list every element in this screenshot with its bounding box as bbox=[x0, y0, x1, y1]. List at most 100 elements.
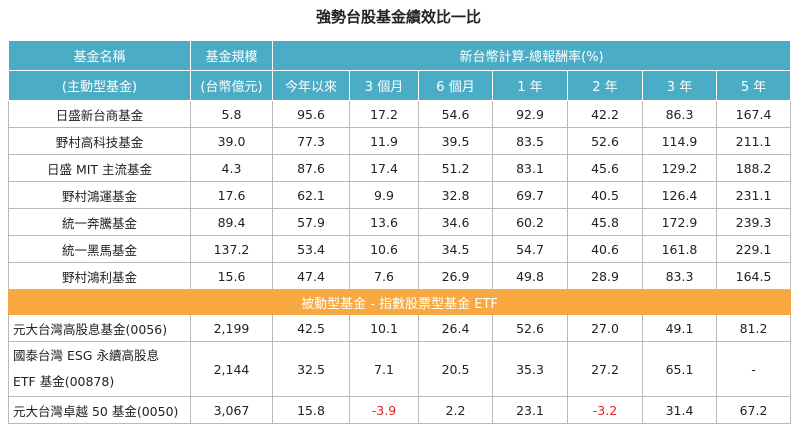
header-cell: 新台幣計算-總報酬率(%) bbox=[271, 40, 792, 71]
value-cell: 26.9 bbox=[418, 262, 493, 290]
value-cell: 95.6 bbox=[272, 100, 350, 128]
value-cell: 28.9 bbox=[567, 262, 643, 290]
value-cell: 54.6 bbox=[418, 100, 493, 128]
value-cell: 45.8 bbox=[567, 208, 643, 236]
value-cell: 35.3 bbox=[492, 341, 568, 397]
value-cell: 17.2 bbox=[349, 100, 419, 128]
fund-name: 國泰台灣 ESG 永續高股息 ETF 基金(00878) bbox=[8, 341, 191, 397]
value-cell: 15.8 bbox=[272, 396, 350, 424]
value-cell: 34.5 bbox=[418, 235, 493, 263]
header-cell: (主動型基金) bbox=[8, 70, 191, 101]
header-cell: 今年以來 bbox=[272, 70, 350, 101]
value-cell: 126.4 bbox=[642, 181, 717, 209]
page-title: 強勢台股基金績效比一比 bbox=[315, 8, 481, 26]
value-cell: 57.9 bbox=[272, 208, 350, 236]
value-cell: 114.9 bbox=[642, 127, 717, 155]
fund-name: 統一奔騰基金 bbox=[8, 208, 191, 236]
value-cell: 11.9 bbox=[349, 127, 419, 155]
value-cell: 239.3 bbox=[715, 208, 792, 236]
fund-name-line: 統一奔騰基金 bbox=[61, 215, 137, 231]
value-cell: 20.5 bbox=[418, 341, 493, 397]
fund-name: 統一黑馬基金 bbox=[8, 235, 191, 263]
value-cell: 45.6 bbox=[567, 154, 643, 182]
fund-row: 國泰台灣 ESG 永續高股息 ETF 基金(00878) 2,144 32.5 7.1 2… bbox=[8, 341, 792, 397]
fund-name: 日盛新台商基金 bbox=[8, 100, 191, 128]
fund-name: 野村高科技基金 bbox=[8, 127, 191, 155]
value-cell: 9.9 bbox=[349, 181, 419, 209]
header-cell: (台幣億元) bbox=[190, 70, 273, 101]
value-cell: 69.7 bbox=[492, 181, 568, 209]
value-cell: 81.2 bbox=[715, 314, 792, 342]
value-cell: 161.8 bbox=[642, 235, 717, 263]
section-row: 被動型基金 - 指數股票型基金 ETF bbox=[7, 289, 792, 315]
value-cell: 5.8 bbox=[190, 100, 273, 128]
value-cell: 229.1 bbox=[715, 235, 792, 263]
value-cell: 65.1 bbox=[642, 341, 717, 397]
value-cell: 31.4 bbox=[642, 396, 717, 424]
value-cell: 27.0 bbox=[567, 314, 643, 342]
value-cell: 54.7 bbox=[492, 235, 568, 263]
header-cell: 6 個月 bbox=[418, 70, 493, 101]
value-cell: 26.4 bbox=[418, 314, 493, 342]
fund-name-line: 日盛新台商基金 bbox=[55, 107, 144, 123]
value-cell: 3,067 bbox=[190, 396, 273, 424]
value-cell: 23.1 bbox=[492, 396, 568, 424]
value-cell: 7.1 bbox=[349, 341, 419, 397]
fund-row: 日盛新台商基金 5.8 95.6 17.2 54.6 92.9 42.2 86.3 167.4 bbox=[8, 100, 792, 128]
value-cell: 40.5 bbox=[567, 181, 643, 209]
value-cell: 42.5 bbox=[272, 314, 350, 342]
fund-row: 野村鴻利基金 15.6 47.4 7.6 26.9 49.8 28.9 83.3 164.5 bbox=[8, 262, 792, 290]
fund-name-line: 國泰台灣 ESG 永續高股息 bbox=[13, 348, 159, 363]
value-cell: - bbox=[715, 341, 792, 397]
value-cell: 15.6 bbox=[190, 262, 273, 290]
value-cell: 164.5 bbox=[715, 262, 792, 290]
fund-name-line: 統一黑馬基金 bbox=[61, 242, 137, 258]
fund-row: 統一奔騰基金 89.4 57.9 13.6 34.6 60.2 45.8 172.9 239.3 bbox=[8, 208, 792, 236]
value-cell: 2.2 bbox=[418, 396, 493, 424]
fund-name: 元大台灣卓越 50 基金(0050) bbox=[8, 396, 191, 424]
value-cell: 17.4 bbox=[349, 154, 419, 182]
value-cell: 17.6 bbox=[190, 181, 273, 209]
value-cell: 47.4 bbox=[272, 262, 350, 290]
value-cell: 172.9 bbox=[642, 208, 717, 236]
fund-table: 基金名稱 基金規模 新台幣計算-總報酬率(%) (主動型基金) (台幣億元) 今年以來 3 … bbox=[7, 40, 792, 424]
value-cell: 52.6 bbox=[492, 314, 568, 342]
value-cell: 211.1 bbox=[715, 127, 792, 155]
value-cell: -3.9 bbox=[349, 396, 419, 424]
value-cell: 89.4 bbox=[190, 208, 273, 236]
value-cell: 83.5 bbox=[492, 127, 568, 155]
value-cell: 67.2 bbox=[715, 396, 792, 424]
value-cell: 92.9 bbox=[492, 100, 568, 128]
header-cell: 1 年 bbox=[492, 70, 568, 101]
fund-row: 元大台灣卓越 50 基金(0050) 3,067 15.8 -3.9 2.2 23.1 -3… bbox=[8, 396, 792, 424]
value-cell: 87.6 bbox=[272, 154, 350, 182]
fund-name: 日盛 MIT 主流基金 bbox=[8, 154, 191, 182]
value-cell: 10.6 bbox=[349, 235, 419, 263]
value-cell: 129.2 bbox=[642, 154, 717, 182]
value-cell: 10.1 bbox=[349, 314, 419, 342]
value-cell: 86.3 bbox=[642, 100, 717, 128]
value-cell: 7.6 bbox=[349, 262, 419, 290]
fund-name-line: 日盛 MIT 主流基金 bbox=[46, 161, 153, 177]
fund-row: 元大台灣高股息基金(0056) 2,199 42.5 10.1 26.4 52.6 27.0… bbox=[8, 314, 792, 342]
fund-name-line: 元大台灣高股息基金(0056) bbox=[13, 321, 168, 337]
value-cell: 4.3 bbox=[190, 154, 273, 182]
value-cell: 137.2 bbox=[190, 235, 273, 263]
value-cell: 39.5 bbox=[418, 127, 493, 155]
fund-row: 野村高科技基金 39.0 77.3 11.9 39.5 83.5 52.6 114.9 211.… bbox=[8, 127, 792, 155]
value-cell: 83.1 bbox=[492, 154, 568, 182]
value-cell: 2,199 bbox=[190, 314, 273, 342]
header-cell: 3 個月 bbox=[349, 70, 419, 101]
value-cell: 77.3 bbox=[272, 127, 350, 155]
value-cell: 13.6 bbox=[349, 208, 419, 236]
fund-name-line: 野村鴻利基金 bbox=[61, 269, 137, 285]
value-cell: 60.2 bbox=[492, 208, 568, 236]
fund-name: 元大台灣高股息基金(0056) bbox=[8, 314, 191, 342]
value-cell: -3.2 bbox=[567, 396, 643, 424]
value-cell: 39.0 bbox=[190, 127, 273, 155]
value-cell: 231.1 bbox=[715, 181, 792, 209]
header-cell: 5 年 bbox=[715, 70, 792, 101]
value-cell: 62.1 bbox=[272, 181, 350, 209]
value-cell: 2,144 bbox=[190, 341, 273, 397]
